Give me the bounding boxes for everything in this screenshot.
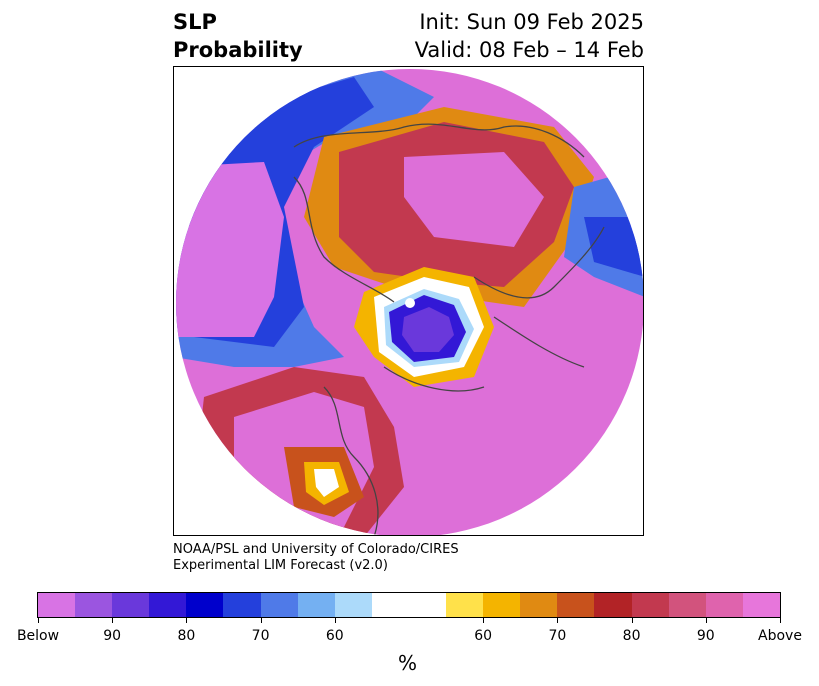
colorbar-swatch [38,593,76,617]
valid-range: Valid: 08 Feb – 14 Feb [414,38,644,62]
colorbar-tick-label: 90 [103,628,122,644]
colorbar-tick-mark [186,618,188,623]
credit-line-2: Experimental LIM Forecast (v2.0) [173,558,388,573]
colorbar-swatch [223,593,261,617]
colorbar-swatch [334,593,372,617]
colorbar-swatch [260,593,298,617]
colorbar-swatch [557,593,595,617]
colorbar-tick-label: 70 [548,628,567,644]
colorbar-tick-mark [780,618,781,623]
colorbar-swatch [112,593,150,617]
title-line-1: SLP [173,10,217,34]
colorbar-swatch [371,593,409,617]
colorbar-unit: % [398,651,418,675]
colorbar-swatch [483,593,521,617]
colorbar-swatch [186,593,224,617]
colorbar-swatch [75,593,113,617]
probability-map-graphic [176,69,643,535]
colorbar-swatch [520,593,558,617]
colorbar-swatch [594,593,632,617]
colorbar-swatch [668,593,706,617]
colorbar-swatch [297,593,335,617]
forecast-dates: Init: Sun 09 Feb 2025 Valid: 08 Feb – 14… [415,8,644,64]
title-line-2: Probability [173,38,303,62]
colorbar-tick-label: 60 [474,628,493,644]
colorbar-swatch [631,593,669,617]
colorbar-tick-label: 80 [622,628,641,644]
colorbar-swatch [149,593,187,617]
colorbar-tick-label: Below [16,628,60,644]
colorbar-tick-mark [260,618,262,623]
colorbar-tick-mark [631,618,633,623]
colorbar-tick-mark [38,618,39,623]
colorbar-swatch [446,593,484,617]
colorbar-tick-mark [334,618,336,623]
polar-map [173,66,644,536]
colorbar-tick-mark [483,618,485,623]
colorbar-swatch [705,593,743,617]
colorbar-swatch [408,593,447,617]
colorbar-swatch [742,593,780,617]
colorbar-tick-mark [705,618,707,623]
colorbar-tick-label: 70 [251,628,270,644]
credit-line-1: NOAA/PSL and University of Colorado/CIRE… [173,542,459,557]
colorbar-tick-label: 80 [177,628,196,644]
colorbar [37,592,781,618]
coastlines [293,123,605,535]
credit-text: NOAA/PSL and University of Colorado/CIRE… [173,542,459,574]
probability-field [176,69,643,535]
map-title: SLP Probability [173,8,303,64]
colorbar-tick-mark [557,618,559,623]
init-date: Init: Sun 09 Feb 2025 [419,10,644,34]
colorbar-tick-label: 60 [325,628,344,644]
colorbar-tick-label: Above [758,628,802,644]
colorbar-tick-mark [112,618,114,623]
colorbar-tick-label: 90 [696,628,715,644]
